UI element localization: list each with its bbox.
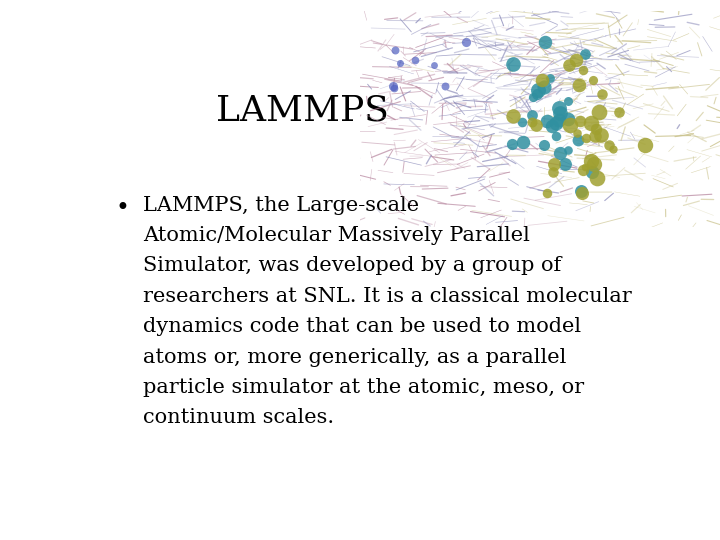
Point [590, 124, 602, 133]
Point [587, 167, 598, 176]
Text: atoms or, more generically, as a parallel: atoms or, more generically, as a paralle… [143, 348, 567, 367]
Point [564, 61, 575, 70]
Point [428, 61, 439, 70]
Text: Simulator, was developed by a group of: Simulator, was developed by a group of [143, 256, 562, 275]
Point [576, 188, 588, 197]
Text: particle simulator at the atomic, meso, or: particle simulator at the atomic, meso, … [143, 378, 584, 397]
Point [575, 186, 587, 195]
Point [551, 119, 562, 127]
Point [591, 174, 603, 183]
Point [439, 82, 451, 91]
Text: dynamics code that can be used to model: dynamics code that can be used to model [143, 317, 581, 336]
Point [595, 131, 606, 139]
Point [580, 133, 592, 142]
Point [579, 50, 590, 58]
Point [390, 46, 401, 55]
Point [541, 189, 553, 198]
Point [588, 159, 600, 168]
Point [541, 117, 553, 125]
Text: Atomic/Molecular Massively Parallel: Atomic/Molecular Massively Parallel [143, 226, 530, 245]
Point [587, 76, 598, 84]
Text: researchers at SNL. It is a classical molecular: researchers at SNL. It is a classical mo… [143, 287, 631, 306]
Point [526, 118, 538, 127]
Point [531, 121, 542, 130]
Point [394, 58, 405, 67]
Point [554, 116, 565, 124]
Point [409, 55, 420, 64]
Point [562, 114, 574, 123]
Point [639, 141, 650, 150]
Point [585, 157, 597, 165]
Point [526, 111, 537, 119]
Point [387, 82, 399, 91]
Text: LAMMPS: LAMMPS [215, 94, 389, 128]
Point [527, 92, 539, 101]
Point [518, 138, 529, 146]
Point [563, 97, 575, 106]
Point [563, 146, 575, 154]
Point [574, 117, 585, 126]
Point [507, 140, 518, 149]
Point [460, 38, 472, 46]
Point [554, 109, 566, 118]
Point [572, 136, 584, 145]
Point [547, 168, 559, 177]
Point [597, 90, 608, 98]
Point [554, 149, 566, 158]
Point [508, 59, 519, 68]
Point [531, 89, 542, 98]
Point [590, 132, 601, 141]
Point [516, 118, 527, 126]
Point [507, 111, 518, 120]
Point [585, 118, 597, 127]
Point [603, 140, 614, 149]
Point [532, 85, 544, 94]
Point [607, 145, 618, 153]
Point [572, 129, 583, 137]
Point [570, 56, 582, 64]
Point [554, 104, 565, 112]
Point [539, 38, 551, 47]
Point [546, 122, 558, 131]
Point [559, 160, 570, 168]
Point [539, 140, 550, 149]
Point [564, 121, 576, 130]
Point [544, 73, 556, 82]
Point [577, 65, 588, 74]
Text: LAMMPS, the Large-scale: LAMMPS, the Large-scale [143, 196, 419, 215]
Point [593, 108, 605, 117]
Point [551, 132, 562, 140]
Point [549, 159, 560, 168]
Point [573, 80, 585, 89]
Point [580, 163, 591, 172]
Point [538, 82, 549, 91]
Point [613, 107, 625, 116]
Text: continuum scales.: continuum scales. [143, 408, 334, 427]
Text: •: • [115, 196, 129, 220]
Point [388, 84, 400, 92]
Point [536, 76, 548, 84]
Point [577, 166, 589, 174]
